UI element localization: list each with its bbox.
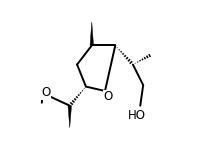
Text: O: O — [42, 86, 51, 99]
Polygon shape — [90, 22, 93, 46]
Text: HO: HO — [128, 109, 146, 122]
Text: O: O — [103, 90, 113, 103]
Polygon shape — [68, 106, 72, 128]
